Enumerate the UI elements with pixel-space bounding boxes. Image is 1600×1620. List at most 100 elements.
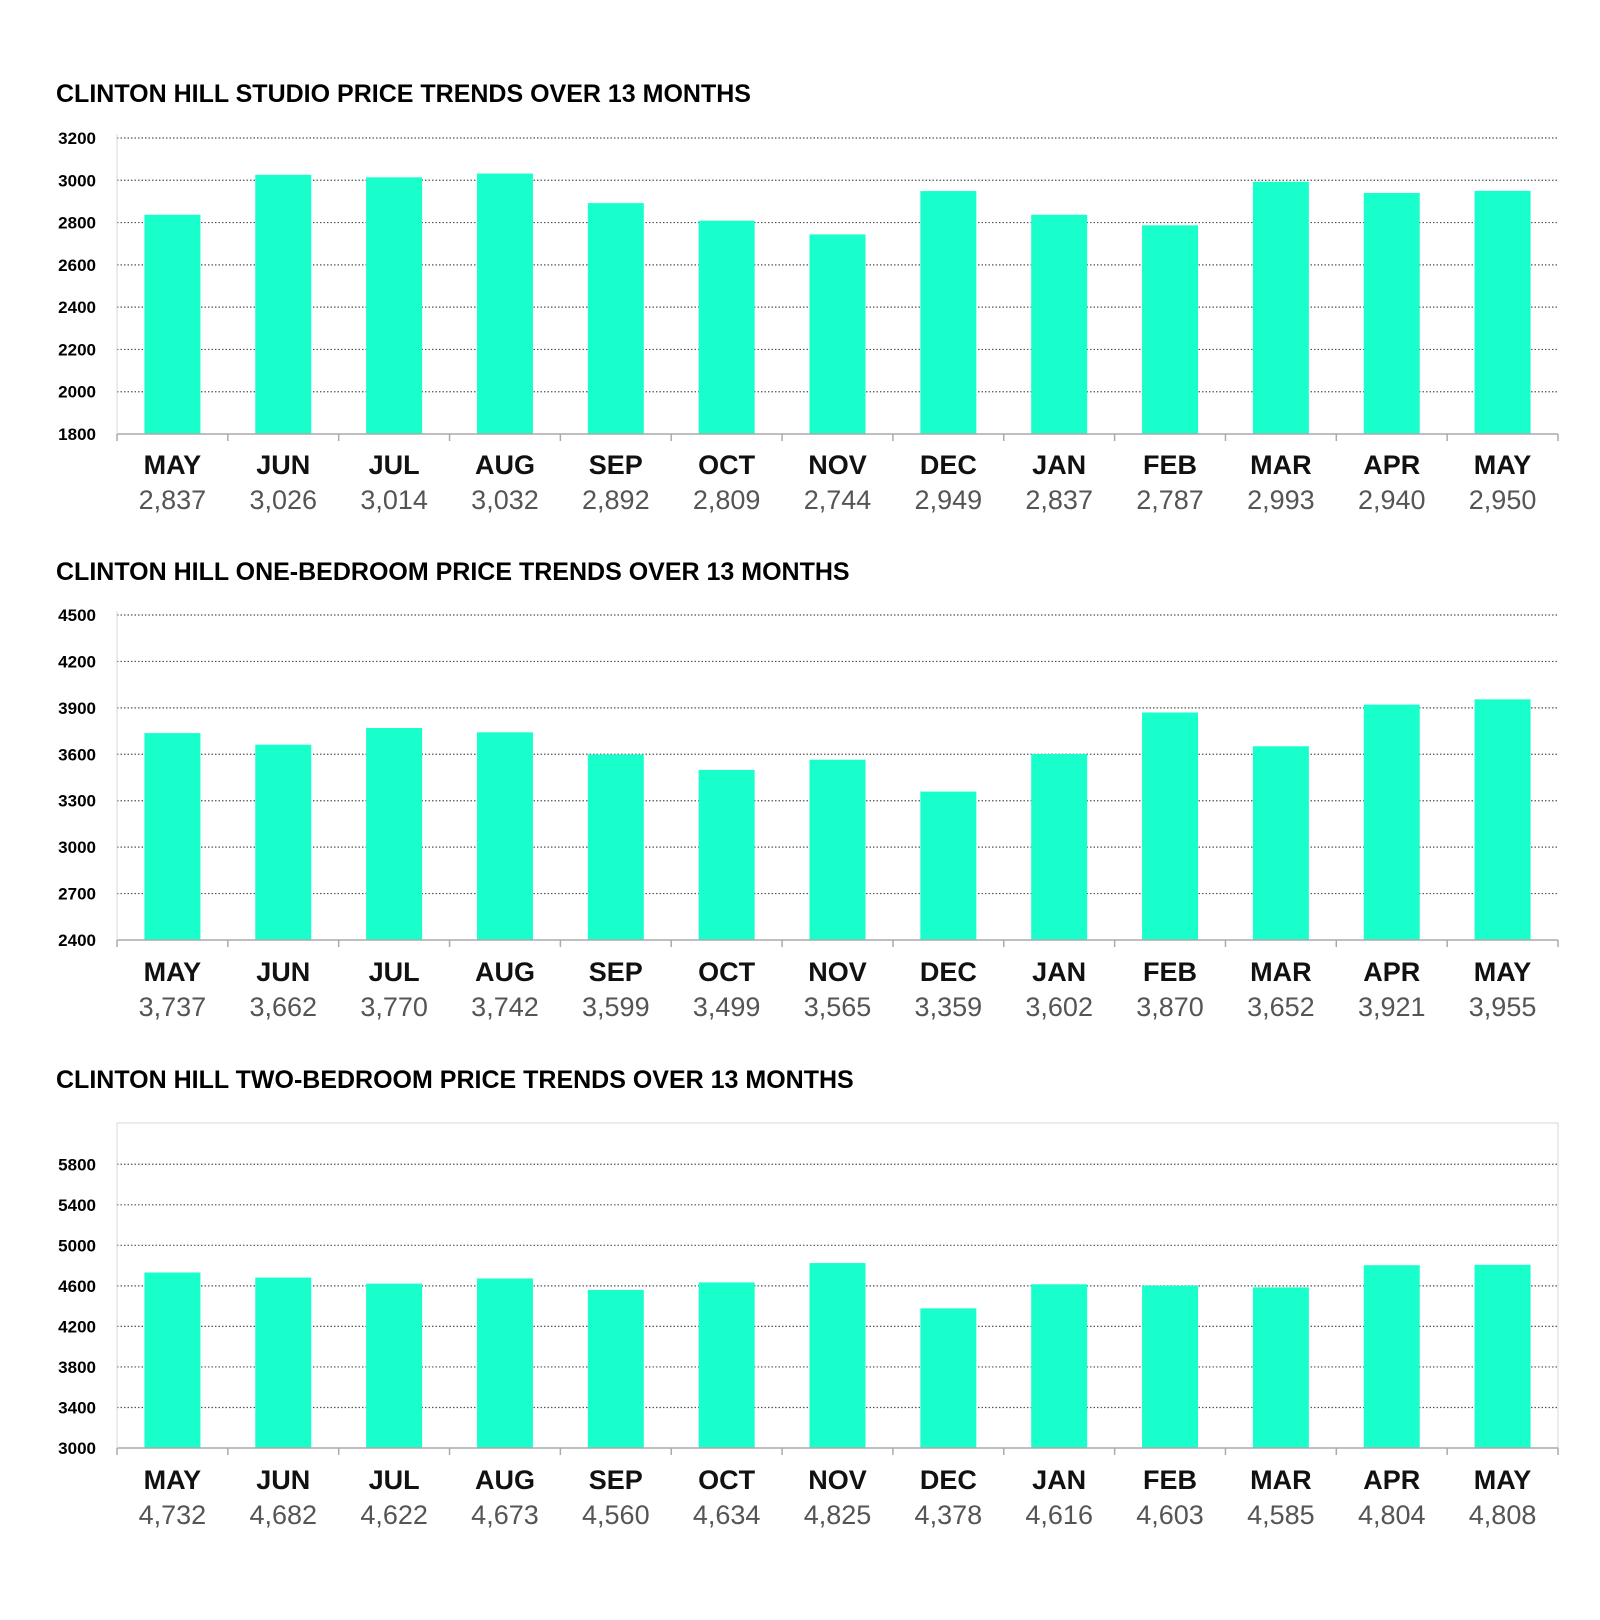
- y-tick-label: 5000: [58, 1236, 96, 1255]
- x-tick-label: MAY: [1474, 450, 1532, 480]
- bar-oct: [698, 1282, 755, 1448]
- bar-dec: [920, 1308, 977, 1448]
- bar-nov: [809, 1263, 866, 1448]
- data-label: 3,955: [1469, 992, 1537, 1022]
- x-tick-label: JAN: [1032, 1465, 1086, 1495]
- data-label: 4,634: [693, 1500, 761, 1530]
- data-label: 3,662: [249, 992, 317, 1022]
- data-label: 2,940: [1358, 485, 1426, 515]
- data-label: 3,599: [582, 992, 650, 1022]
- y-tick-label: 4600: [58, 1277, 96, 1296]
- bar-may: [144, 1272, 201, 1448]
- x-tick-label: OCT: [698, 1465, 756, 1495]
- data-label: 4,732: [139, 1500, 207, 1530]
- x-tick-label: MAR: [1250, 1465, 1312, 1495]
- bar-feb: [1142, 225, 1199, 434]
- data-label: 4,378: [915, 1500, 983, 1530]
- x-tick-label: MAY: [144, 450, 202, 480]
- bar-jul: [366, 727, 423, 940]
- bar-may: [1474, 190, 1531, 434]
- chart-2: CLINTON HILL ONE-BEDROOM PRICE TRENDS OV…: [56, 558, 1559, 1022]
- data-label: 3,032: [471, 485, 539, 515]
- x-tick-label: APR: [1363, 1465, 1420, 1495]
- bar-may: [144, 733, 201, 940]
- bar-sep: [587, 1289, 644, 1448]
- data-label: 3,014: [360, 485, 428, 515]
- data-label: 3,602: [1025, 992, 1093, 1022]
- x-tick-label: FEB: [1143, 957, 1197, 987]
- bar-jan: [1031, 1284, 1088, 1448]
- bar-jul: [366, 177, 423, 434]
- data-label: 4,808: [1469, 1500, 1537, 1530]
- data-label: 3,499: [693, 992, 761, 1022]
- x-tick-label: MAY: [1474, 957, 1532, 987]
- bar-sep: [587, 754, 644, 940]
- x-tick-label: FEB: [1143, 450, 1197, 480]
- bar-aug: [476, 732, 533, 940]
- y-tick-label: 2700: [58, 885, 96, 904]
- chart-title: CLINTON HILL STUDIO PRICE TRENDS OVER 13…: [56, 80, 751, 108]
- bar-jan: [1031, 753, 1088, 940]
- y-tick-label: 2000: [58, 383, 96, 402]
- x-tick-label: JUN: [256, 957, 310, 987]
- data-label: 3,737: [139, 992, 207, 1022]
- x-tick-label: MAY: [1474, 1465, 1532, 1495]
- data-label: 3,026: [249, 485, 317, 515]
- x-tick-label: AUG: [475, 957, 535, 987]
- y-tick-label: 3300: [58, 792, 96, 811]
- bar-dec: [920, 191, 977, 434]
- data-label: 4,560: [582, 1500, 650, 1530]
- y-tick-label: 3400: [58, 1398, 96, 1417]
- bar-jul: [366, 1283, 423, 1448]
- data-label: 3,359: [915, 992, 983, 1022]
- x-tick-label: OCT: [698, 450, 756, 480]
- y-tick-label: 3600: [58, 745, 96, 764]
- data-label: 3,652: [1247, 992, 1315, 1022]
- bar-feb: [1142, 1285, 1199, 1448]
- chart-title: CLINTON HILL ONE-BEDROOM PRICE TRENDS OV…: [56, 558, 850, 586]
- x-tick-label: APR: [1363, 450, 1420, 480]
- bar-jun: [255, 174, 312, 434]
- data-label: 3,770: [360, 992, 428, 1022]
- data-label: 4,585: [1247, 1500, 1315, 1530]
- bar-may: [1474, 1264, 1531, 1448]
- chart-title: CLINTON HILL TWO-BEDROOM PRICE TRENDS OV…: [56, 1066, 854, 1094]
- data-label: 3,870: [1136, 992, 1204, 1022]
- y-tick-label: 2800: [58, 214, 96, 233]
- chart-1: CLINTON HILL STUDIO PRICE TRENDS OVER 13…: [56, 80, 1559, 515]
- y-tick-label: 2400: [58, 298, 96, 317]
- bar-oct: [698, 769, 755, 940]
- y-tick-label: 3900: [58, 699, 96, 718]
- x-tick-label: NOV: [808, 957, 867, 987]
- x-tick-label: AUG: [475, 1465, 535, 1495]
- x-tick-label: MAR: [1250, 450, 1312, 480]
- x-tick-label: JAN: [1032, 957, 1086, 987]
- y-tick-label: 3000: [58, 171, 96, 190]
- x-tick-label: SEP: [589, 450, 643, 480]
- x-tick-label: DEC: [920, 1465, 977, 1495]
- y-tick-label: 5800: [58, 1155, 96, 1174]
- x-tick-label: JAN: [1032, 450, 1086, 480]
- bar-apr: [1363, 192, 1420, 434]
- x-tick-label: JUL: [369, 1465, 420, 1495]
- x-tick-label: JUL: [369, 450, 420, 480]
- bar-mar: [1252, 181, 1309, 434]
- data-label: 3,565: [804, 992, 872, 1022]
- bar-apr: [1363, 704, 1420, 940]
- data-label: 2,837: [139, 485, 207, 515]
- y-tick-label: 3200: [58, 129, 96, 148]
- bar-jun: [255, 1277, 312, 1448]
- x-tick-label: AUG: [475, 450, 535, 480]
- x-tick-label: SEP: [589, 1465, 643, 1495]
- bar-oct: [698, 220, 755, 434]
- bar-mar: [1252, 1287, 1309, 1448]
- x-tick-label: JUN: [256, 450, 310, 480]
- data-label: 2,950: [1469, 485, 1537, 515]
- data-label: 2,837: [1025, 485, 1093, 515]
- bar-aug: [476, 173, 533, 434]
- data-label: 2,809: [693, 485, 761, 515]
- y-tick-label: 4500: [58, 606, 96, 625]
- y-tick-label: 5400: [58, 1196, 96, 1215]
